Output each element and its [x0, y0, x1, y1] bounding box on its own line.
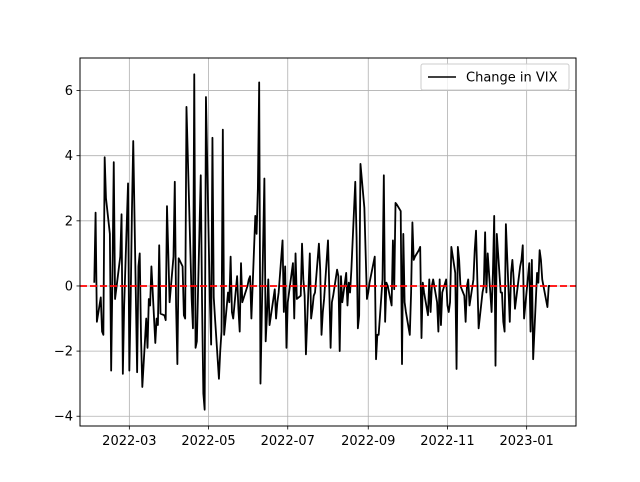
y-tick-label: −4 — [54, 410, 73, 425]
x-tick-label: 2022-11 — [420, 434, 474, 449]
x-tick-label: 2022-05 — [181, 434, 235, 449]
y-tick-label: 2 — [65, 214, 73, 229]
x-tick-label: 2022-03 — [102, 434, 156, 449]
y-tick-label: 6 — [65, 84, 73, 99]
legend-label: Change in VIX — [466, 71, 558, 86]
y-tick-label: 4 — [65, 149, 73, 164]
x-tick-label: 2023-01 — [499, 434, 553, 449]
legend: Change in VIX — [421, 64, 569, 90]
x-tick-label: 2022-09 — [341, 434, 395, 449]
y-tick-label: −2 — [54, 345, 73, 360]
y-tick-label: 0 — [65, 279, 73, 294]
x-tick-label: 2022-07 — [261, 434, 315, 449]
